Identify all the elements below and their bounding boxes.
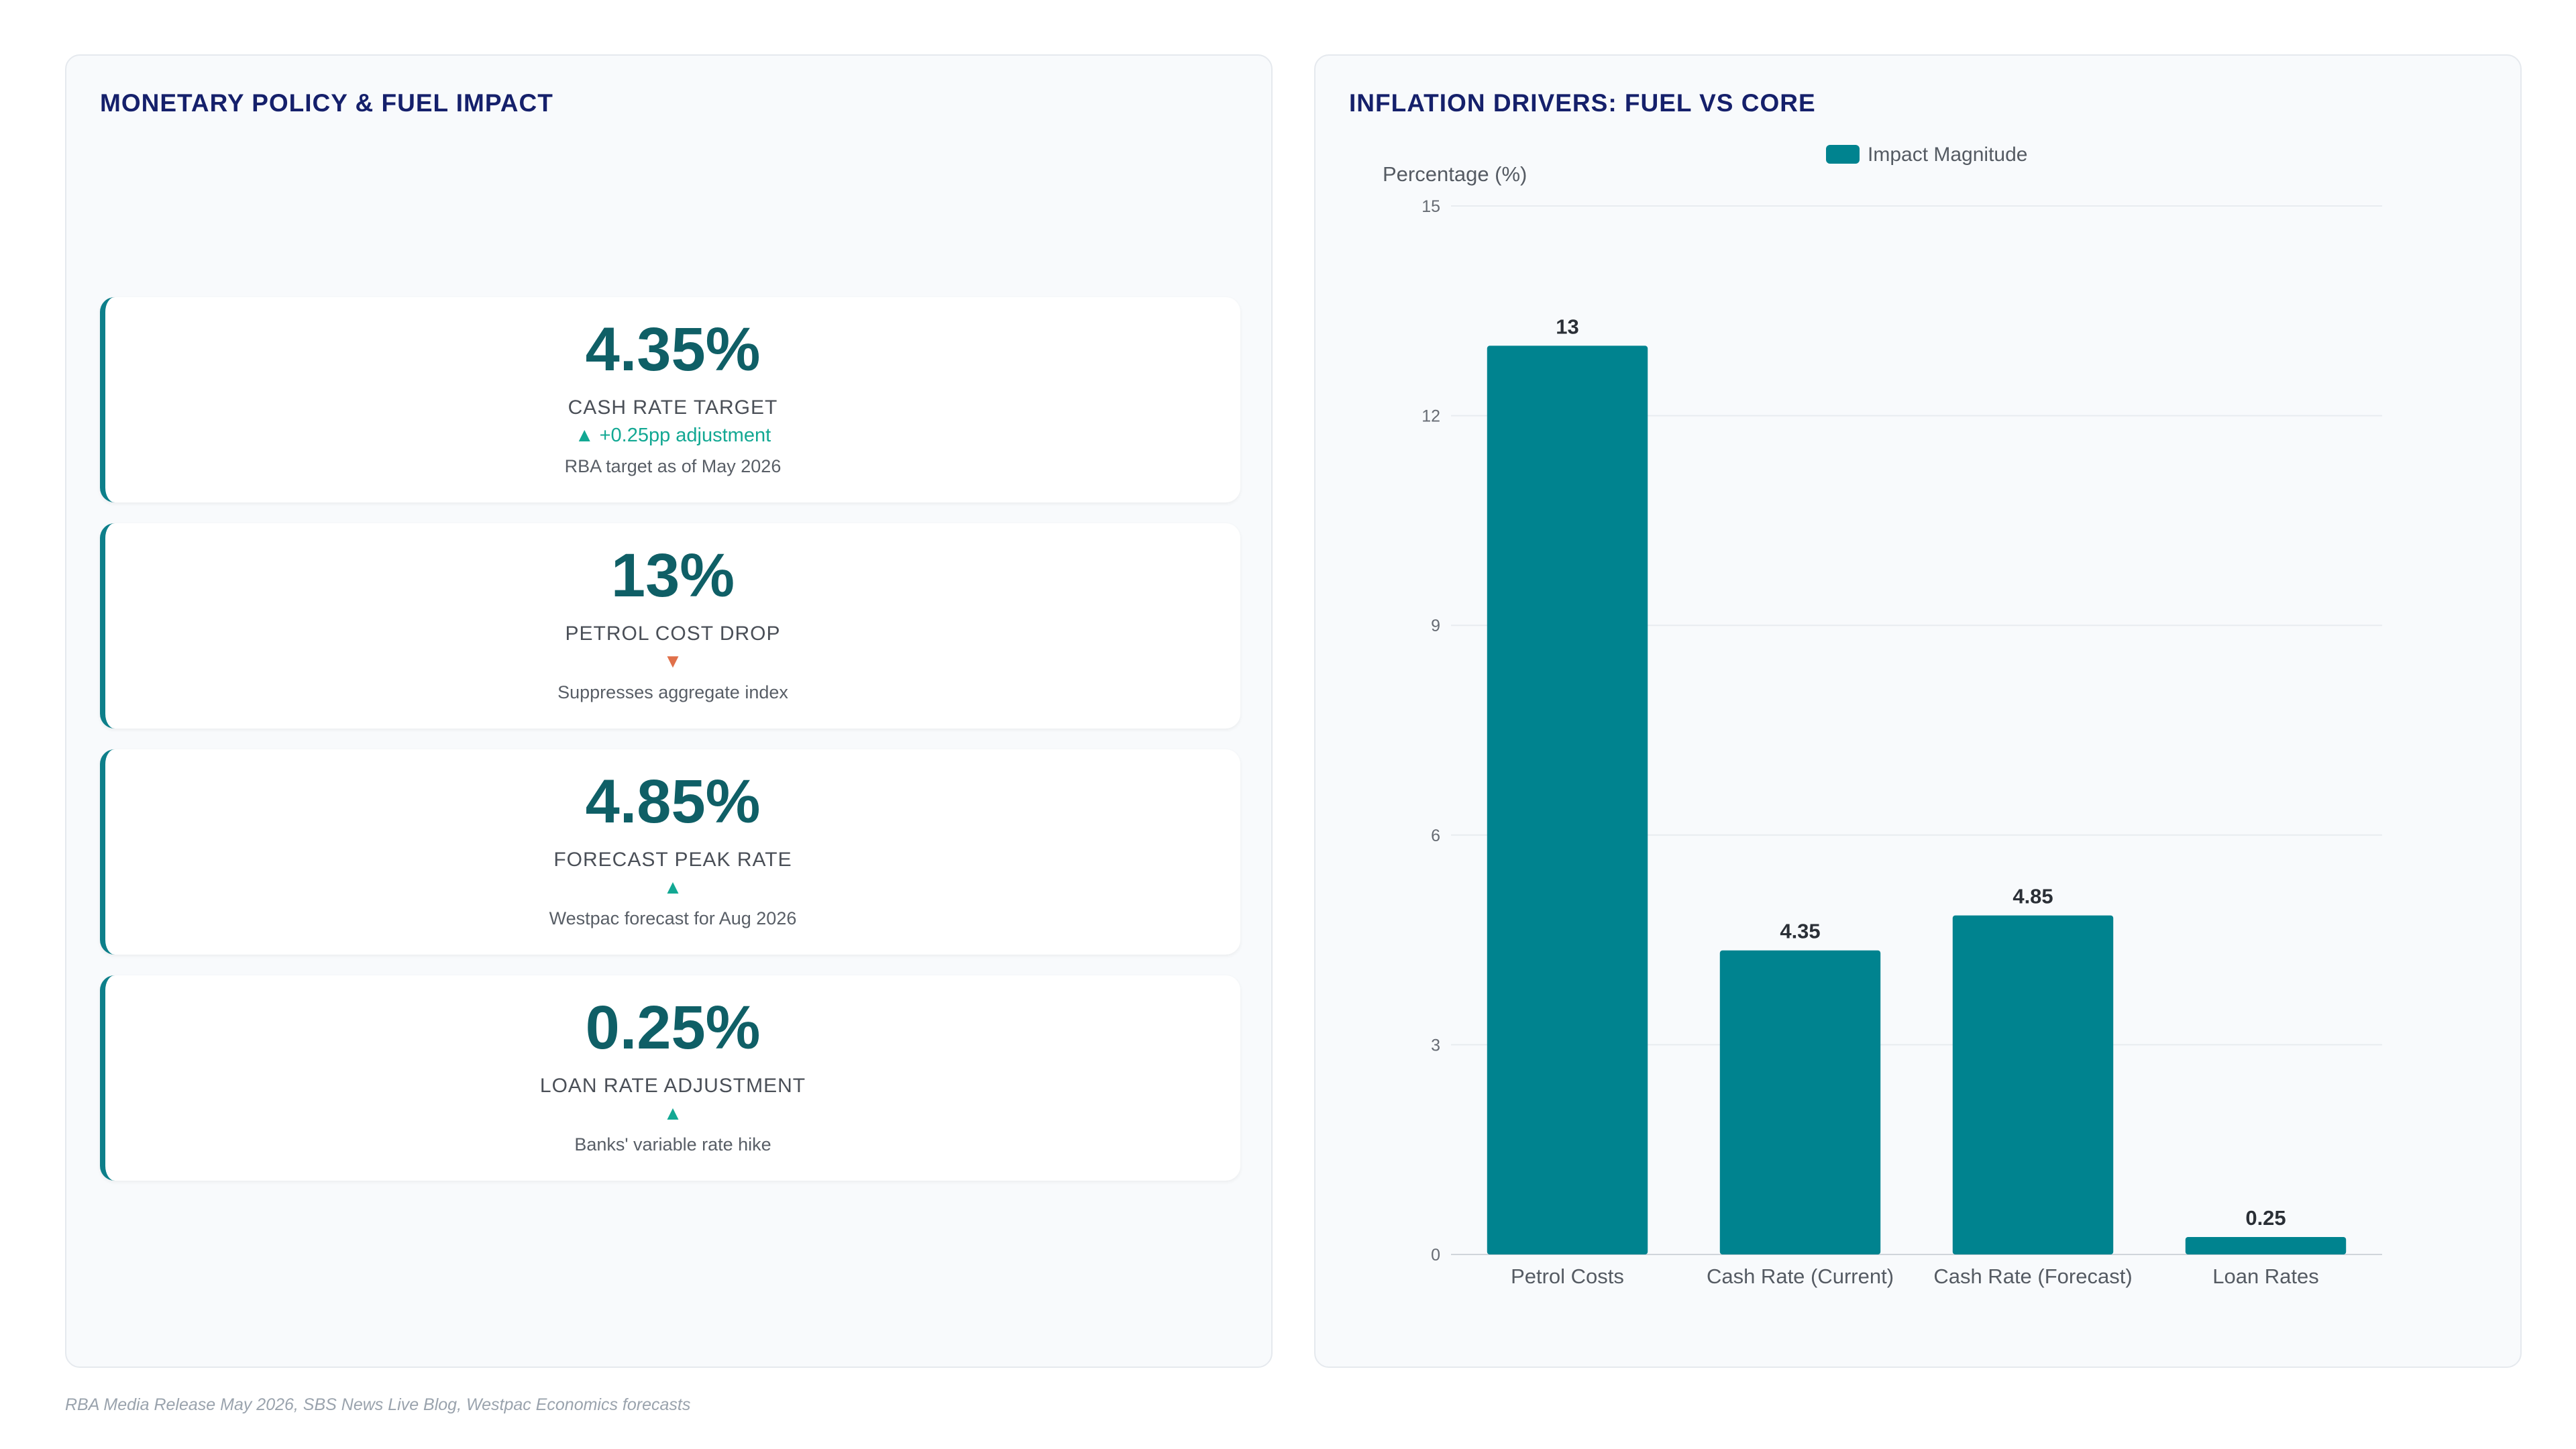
triangle-down-icon: ▼	[663, 651, 683, 672]
stat-value: 4.35%	[585, 315, 761, 384]
bar	[1952, 915, 2114, 1254]
stat-label: LOAN RATE ADJUSTMENT	[539, 1075, 806, 1097]
stat-note: Westpac forecast for Aug 2026	[549, 908, 797, 928]
stat-trend: ▲	[105, 878, 1240, 898]
chart-title: INFLATION DRIVERS: FUEL VS CORE	[1349, 89, 1816, 117]
triangle-up-icon: ▲	[574, 425, 594, 446]
stat-label: FORECAST PEAK RATE	[553, 849, 792, 871]
bar-chart: 0 3 6 9 12 15 Percentage (%) Impact Magnitude 13…	[1383, 144, 2382, 1288]
y-tick-label: 6	[1431, 826, 1440, 845]
stat-value: 0.25%	[585, 994, 761, 1062]
stat-label: PETROL COST DROP	[565, 623, 781, 645]
x-tick-label: Cash Rate (Current)	[1707, 1265, 1894, 1288]
bar	[2185, 1236, 2347, 1254]
stat-note: Suppresses aggregate index	[557, 682, 788, 702]
policy-summary-panel: MONETARY POLICY & FUEL IMPACT 4.35% CASH…	[65, 54, 1273, 1368]
legend-swatch	[1826, 145, 1860, 164]
stat-card-cash-rate: 4.35% CASH RATE TARGET ▲ +0.25pp adjustm…	[100, 297, 1240, 502]
x-tick-label: Loan Rates	[2212, 1265, 2319, 1288]
stat-trend: ▼	[105, 652, 1240, 672]
y-tick-label: 0	[1431, 1246, 1440, 1265]
panel-title: MONETARY POLICY & FUEL IMPACT	[100, 89, 553, 117]
data-label: 4.85	[2012, 885, 2053, 908]
y-tick-label: 15	[1421, 197, 1440, 216]
chart-panel: INFLATION DRIVERS: FUEL VS CORE 0 3 6 9 12 15…	[1314, 54, 2522, 1368]
bar	[1487, 345, 1648, 1254]
stat-label: CASH RATE TARGET	[568, 396, 778, 419]
stat-value: 13%	[610, 541, 735, 610]
triangle-up-icon: ▲	[663, 877, 683, 898]
triangle-up-icon: ▲	[663, 1103, 683, 1124]
y-tick-label: 3	[1431, 1036, 1440, 1055]
stat-card-loan-rate: 0.25% LOAN RATE ADJUSTMENT ▲ Banks' vari…	[100, 975, 1240, 1181]
legend-label: Impact Magnitude	[1868, 144, 2027, 166]
y-axis-label: Percentage (%)	[1383, 162, 1527, 186]
y-tick-label: 9	[1431, 616, 1440, 635]
y-tick-label: 12	[1421, 407, 1440, 426]
bar	[1719, 950, 1881, 1254]
stat-note: RBA target as of May 2026	[564, 456, 782, 476]
stat-trend: ▲ +0.25pp adjustment	[105, 426, 1240, 445]
trend-text: +0.25pp adjustment	[599, 425, 771, 446]
stat-value: 4.85%	[585, 767, 761, 836]
source-note: RBA Media Release May 2026, SBS News Liv…	[65, 1395, 691, 1414]
data-label: 4.35	[1780, 920, 1820, 943]
data-label: 0.25	[2245, 1206, 2286, 1230]
stat-card-petrol: 13% PETROL COST DROP ▼ Suppresses aggreg…	[100, 523, 1240, 729]
x-tick-label: Petrol Costs	[1511, 1265, 1624, 1288]
stat-trend: ▲	[105, 1104, 1240, 1124]
x-tick-label: Cash Rate (Forecast)	[1933, 1265, 2132, 1288]
data-label: 13	[1556, 315, 1578, 338]
stat-note: Banks' variable rate hike	[574, 1134, 771, 1155]
stat-card-forecast-peak: 4.85% FORECAST PEAK RATE ▲ Westpac forec…	[100, 749, 1240, 955]
